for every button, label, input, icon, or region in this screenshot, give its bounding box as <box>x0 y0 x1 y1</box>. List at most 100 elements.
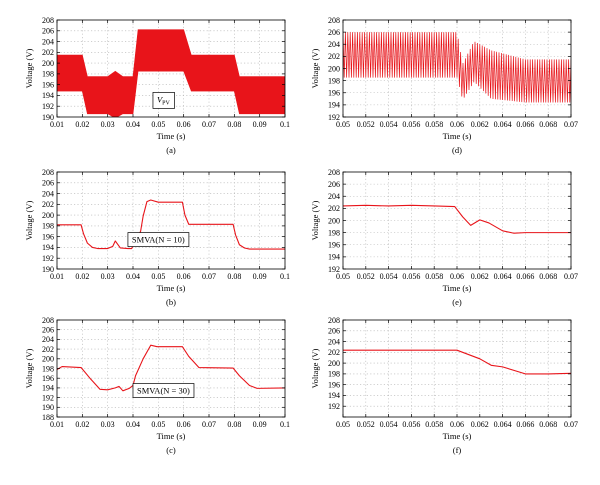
x-tick-label: 0.06 <box>450 120 464 129</box>
x-tick-label: 0.054 <box>380 120 398 129</box>
x-tick-label: 0.05 <box>336 120 350 129</box>
x-tick-label: 0.064 <box>494 120 512 129</box>
y-tick-label: 208 <box>328 316 340 325</box>
x-tick-label: 0.064 <box>494 272 512 281</box>
x-tick-label: 0.03 <box>101 420 115 429</box>
panel-caption: (a) <box>166 145 176 155</box>
y-tick-label: 192 <box>328 402 340 411</box>
y-tick-label: 198 <box>42 364 54 373</box>
y-tick-label: 198 <box>328 76 340 85</box>
y-tick-label: 196 <box>42 232 54 241</box>
x-tick-label: 0.05 <box>151 120 165 129</box>
x-tick-label: 0.08 <box>227 420 241 429</box>
annotation-subscript: PV <box>162 100 170 106</box>
y-tick-label: 204 <box>328 40 340 49</box>
y-tick-label: 198 <box>328 370 340 379</box>
panel-caption: (b) <box>166 297 176 307</box>
x-tick-label: 0.05 <box>336 272 350 281</box>
y-tick-label: 202 <box>42 48 54 57</box>
x-tick-label: 0.02 <box>75 120 89 129</box>
x-tick-label: 0.06 <box>177 120 191 129</box>
x-tick-label: 0.064 <box>494 420 512 429</box>
y-tick-label: 194 <box>42 243 54 252</box>
x-axis-label: Time (s) <box>443 431 472 441</box>
annotation-frame <box>152 92 175 109</box>
series-line <box>57 199 285 250</box>
y-axis-label: Voltage (V) <box>24 348 34 388</box>
x-tick-label: 0.066 <box>516 120 534 129</box>
chart-panel-c: 0.01 0.02 0.03 0.04 0.05 0.06 0.07 0.08 0.09 0.1 1… <box>24 316 290 455</box>
y-tick-label: 200 <box>42 355 54 364</box>
y-tick-label: 196 <box>42 80 54 89</box>
chart-panel-b: 0.01 0.02 0.03 0.04 0.05 0.06 0.07 0.08 0.09 0.1 1… <box>24 168 290 307</box>
series-line <box>343 204 571 234</box>
y-tick-label: 190 <box>42 265 54 274</box>
annotation-label: SMVA(N = 10) <box>132 235 185 245</box>
x-tick-label: 0.068 <box>539 420 557 429</box>
y-axis-label: Voltage (V) <box>310 200 320 240</box>
series-line <box>57 344 285 392</box>
y-tick-label: 200 <box>328 216 340 225</box>
annotation-frame <box>132 383 195 398</box>
y-tick-label: 188 <box>42 413 54 422</box>
x-tick-label: 0.07 <box>564 420 578 429</box>
annotation-frame <box>127 232 190 247</box>
y-tick-label: 208 <box>42 16 54 25</box>
y-tick-label: 196 <box>42 374 54 383</box>
annotation-text: SMVA(N = 30) <box>137 386 190 396</box>
x-tick-label: 0.054 <box>380 272 398 281</box>
x-tick-label: 0.058 <box>425 420 443 429</box>
y-tick-label: 198 <box>42 222 54 231</box>
y-tick-label: 200 <box>42 211 54 220</box>
y-tick-label: 202 <box>42 345 54 354</box>
x-tick-label: 0.06 <box>450 272 464 281</box>
annotation-box: SMVA(N = 10) <box>127 232 190 247</box>
chart-panel-e: 0.05 0.052 0.054 0.056 0.058 0.06 0.062 0.064 0.… <box>310 168 578 307</box>
y-tick-label: 206 <box>328 180 340 189</box>
y-tick-label: 206 <box>42 27 54 36</box>
y-tick-label: 204 <box>42 37 54 46</box>
x-tick-label: 0.062 <box>471 420 489 429</box>
x-tick-label: 0.062 <box>471 120 489 129</box>
x-tick-label: 0.056 <box>402 272 420 281</box>
annotation-text: VPV <box>157 94 171 106</box>
chart-panel-d: 0.05 0.052 0.054 0.056 0.058 0.06 0.062 0.064 0.… <box>310 16 578 155</box>
y-tick-label: 192 <box>42 102 54 111</box>
y-tick-label: 204 <box>328 337 340 346</box>
annotation-label: SMVA(N = 30) <box>137 386 190 396</box>
y-axis-label: Voltage (V) <box>310 48 320 88</box>
x-tick-label: 0.058 <box>425 120 443 129</box>
chart-panel-f: 0.05 0.052 0.054 0.056 0.058 0.06 0.062 0.064 0.… <box>310 316 578 455</box>
y-tick-label: 194 <box>42 384 54 393</box>
y-tick-label: 208 <box>42 168 54 177</box>
x-tick-label: 0.09 <box>253 272 267 281</box>
x-tick-label: 0.05 <box>151 272 165 281</box>
x-tick-label: 0.052 <box>357 120 375 129</box>
y-tick-label: 200 <box>328 64 340 73</box>
x-tick-label: 0.01 <box>50 120 64 129</box>
annotation-text: SMVA(N = 10) <box>132 235 185 245</box>
x-tick-label: 0.052 <box>357 272 375 281</box>
x-tick-label: 0.068 <box>539 272 557 281</box>
y-tick-label: 196 <box>328 89 340 98</box>
x-tick-label: 0.03 <box>101 120 115 129</box>
x-tick-label: 0.04 <box>126 420 140 429</box>
x-tick-label: 0.1 <box>280 120 290 129</box>
y-tick-label: 198 <box>42 70 54 79</box>
y-tick-label: 202 <box>328 204 340 213</box>
y-tick-label: 196 <box>328 380 340 389</box>
y-tick-label: 192 <box>328 113 340 122</box>
plot-frame <box>56 171 286 270</box>
x-tick-label: 0.07 <box>202 272 216 281</box>
x-tick-label: 0.08 <box>227 120 241 129</box>
x-tick-label: 0.056 <box>402 120 420 129</box>
x-tick-label: 0.1 <box>280 420 290 429</box>
x-tick-label: 0.01 <box>50 272 64 281</box>
y-tick-label: 206 <box>42 326 54 335</box>
y-tick-label: 204 <box>42 335 54 344</box>
x-tick-label: 0.08 <box>227 272 241 281</box>
annotation-box: SMVA(N = 30) <box>132 383 195 398</box>
y-tick-label: 208 <box>328 16 340 25</box>
y-tick-label: 202 <box>42 200 54 209</box>
